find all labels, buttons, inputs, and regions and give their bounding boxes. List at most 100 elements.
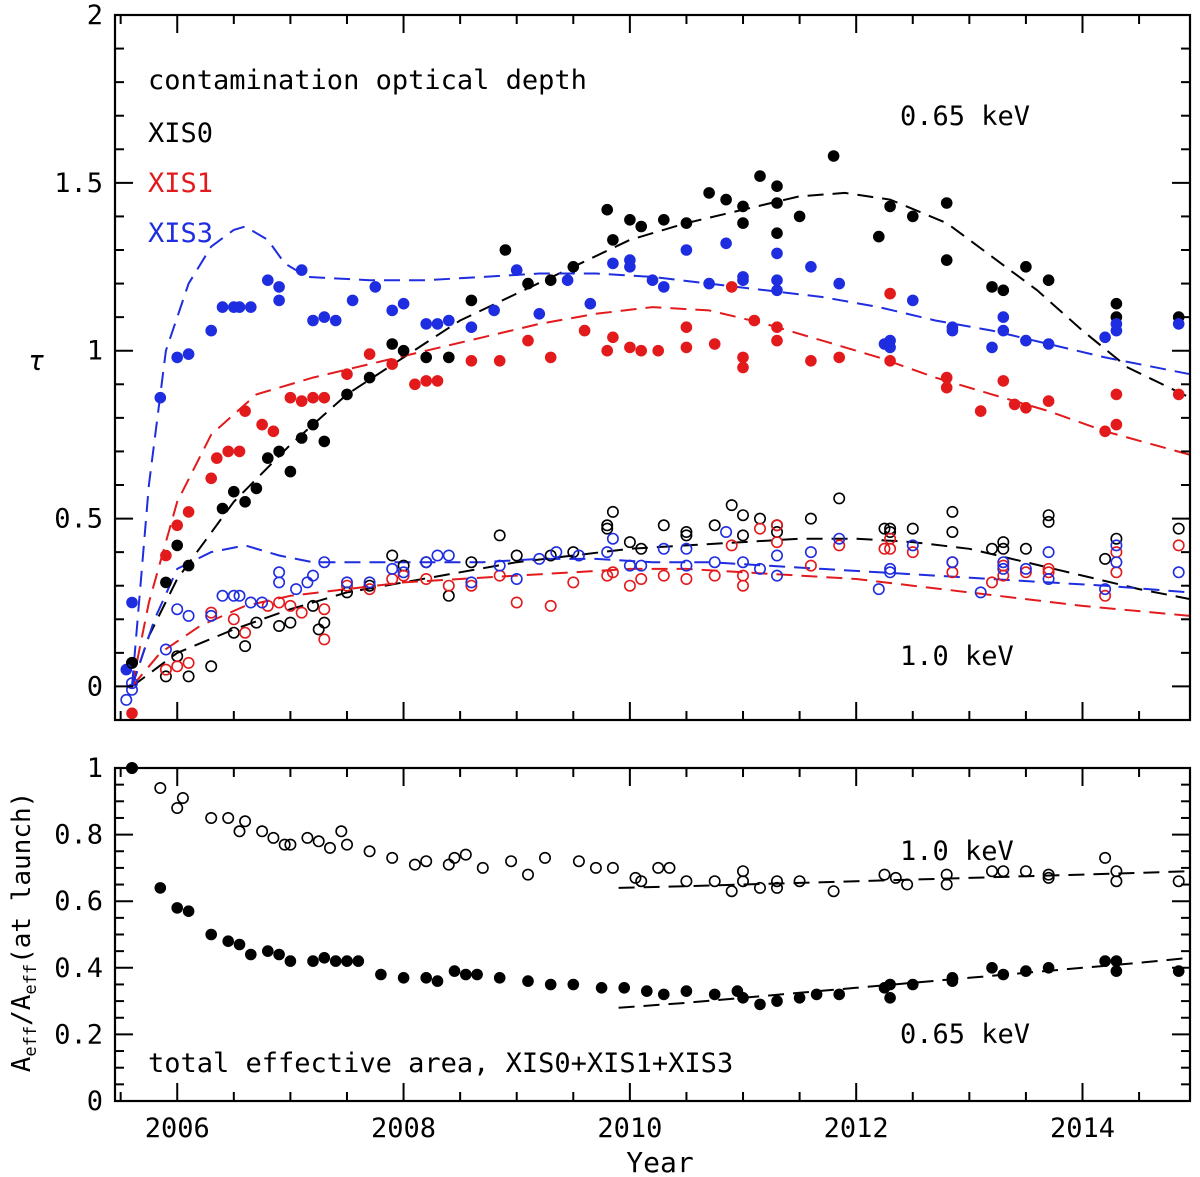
data-point-xis3-2-34 xyxy=(657,281,670,293)
data-point-xis0-0-43 xyxy=(906,210,919,223)
data-point-1-0-kev-0-8 xyxy=(256,825,269,838)
data-point-xis3-5-4 xyxy=(171,603,184,616)
data-point-0-65-kev-1-22 xyxy=(471,968,483,981)
model-curve-xis0-065-0 xyxy=(131,191,1191,687)
data-point-1-0-kev-0-38 xyxy=(736,875,749,888)
data-point-xis1-4-28 xyxy=(680,572,693,585)
data-point-xis0-3-33 xyxy=(725,499,738,512)
data-point-xis3-2-23 xyxy=(442,314,455,327)
data-point-xis0-0-6 xyxy=(239,495,251,508)
data-point-xis0-0-35 xyxy=(754,170,766,182)
data-point-xis1-1-49 xyxy=(1020,401,1032,414)
data-point-xis1-1-23 xyxy=(522,334,534,347)
data-point-xis1-4-12 xyxy=(340,579,353,592)
data-point-xis3-2-4 xyxy=(182,348,195,360)
data-point-xis0-3-1 xyxy=(159,670,172,683)
data-point-xis0-3-27 xyxy=(623,536,636,549)
data-point-1-0-kev-0-3 xyxy=(176,791,189,804)
data-point-xis0-0-25 xyxy=(601,203,614,216)
data-point-xis0-3-49 xyxy=(997,542,1010,555)
data-point-xis3-2-52 xyxy=(997,311,1010,323)
data-point-xis1-1-28 xyxy=(624,341,636,354)
y-tick-label-0.2: 0.2 xyxy=(54,1019,103,1050)
data-point-xis1-4-11 xyxy=(318,633,331,646)
data-point-xis3-2-5 xyxy=(205,324,217,337)
data-point-1-0-kev-0-20 xyxy=(420,855,433,868)
data-point-xis0-3-25 xyxy=(606,505,619,518)
data-point-xis0-3-36 xyxy=(753,512,766,525)
optical-depth-model-curves xyxy=(131,191,1191,688)
data-point-xis1-4-46 xyxy=(997,559,1010,572)
data-point-xis3-5-31 xyxy=(601,546,614,559)
data-point-xis3-5-29 xyxy=(550,546,563,559)
data-point-0-65-kev-1-19 xyxy=(431,975,444,987)
data-point-0-65-kev-1-23 xyxy=(493,971,506,984)
data-point-xis0-0-49 xyxy=(1042,274,1055,287)
model-curve-0-65-kev-1 xyxy=(618,956,1191,1009)
annotation-065kev-top: 0.65 keV xyxy=(900,101,1030,132)
data-point-xis1-4-1 xyxy=(171,660,184,673)
data-point-xis1-4-35 xyxy=(770,536,783,549)
data-point-xis1-4-26 xyxy=(635,572,648,585)
data-point-0-65-kev-1-16 xyxy=(375,968,387,981)
data-point-1-0-kev-0-55 xyxy=(1099,851,1112,864)
x-tick-label-2006: 2006 xyxy=(145,1113,210,1144)
data-point-xis1-1-27 xyxy=(607,331,619,344)
data-point-xis1-4-9 xyxy=(295,606,308,619)
data-point-xis0-3-21 xyxy=(510,549,523,562)
data-point-xis1-4-33 xyxy=(753,522,766,535)
data-point-xis1-4-25 xyxy=(623,579,636,592)
data-point-xis1-1-39 xyxy=(771,334,783,347)
effective-area-panel: 2006 2008 2010 2012 2014 0 0.2 0.4 0.6 0.8 1 total… xyxy=(7,753,1192,1177)
data-point-1-0-kev-0-52 xyxy=(1019,865,1032,878)
data-point-0-65-kev-1-28 xyxy=(618,981,631,994)
data-point-xis3-2-30 xyxy=(607,257,619,270)
data-point-xis0-3-4 xyxy=(205,660,218,673)
data-point-xis1-4-4 xyxy=(227,613,240,626)
data-point-xis1-1-21 xyxy=(465,354,478,367)
data-point-0-65-kev-1-36 xyxy=(771,995,783,1007)
data-point-xis3-2-14 xyxy=(307,314,319,327)
data-point-0-65-kev-1-7 xyxy=(245,948,257,961)
data-point-xis1-4-22 xyxy=(567,576,580,589)
data-point-xis3-2-48 xyxy=(906,294,919,307)
data-point-xis0-3-48 xyxy=(997,536,1010,549)
data-point-xis0-0-17 xyxy=(397,344,410,357)
data-point-xis0-0-47 xyxy=(997,284,1010,297)
data-point-xis0-3-5 xyxy=(227,626,240,639)
data-point-1-0-kev-0-50 xyxy=(985,865,998,878)
data-point-xis1-1-2 xyxy=(171,519,183,532)
data-point-xis1-4-13 xyxy=(363,583,376,596)
data-point-xis0-0-23 xyxy=(544,274,557,287)
data-point-xis1-4-44 xyxy=(985,576,998,589)
data-point-xis1-1-40 xyxy=(805,354,817,367)
data-point-xis3-5-18 xyxy=(340,576,353,589)
data-point-xis0-3-29 xyxy=(657,519,670,532)
data-point-xis0-0-22 xyxy=(522,277,534,290)
data-point-xis3-5-40 xyxy=(736,556,749,569)
data-point-xis0-0-28 xyxy=(635,220,648,233)
data-point-xis3-5-12 xyxy=(273,576,286,589)
legend-xis1: XIS1 xyxy=(148,168,213,199)
data-point-xis1-4-20 xyxy=(510,596,523,609)
data-point-xis1-1-10 xyxy=(267,425,280,438)
data-point-0-65-kev-1-25 xyxy=(544,978,557,991)
y-tick-label-0: 0 xyxy=(87,671,103,702)
data-point-xis0-0-7 xyxy=(250,482,263,495)
data-point-xis3-5-48 xyxy=(884,562,897,575)
data-point-xis0-0-29 xyxy=(657,214,670,226)
data-point-xis1-1-51 xyxy=(1099,425,1111,438)
data-point-xis1-1-32 xyxy=(680,341,693,354)
data-point-0-65-kev-1-1 xyxy=(154,882,167,894)
data-point-xis3-5-16 xyxy=(306,569,319,582)
data-point-0-65-kev-1-41 xyxy=(884,978,896,991)
data-point-1-0-kev-0-54 xyxy=(1042,868,1055,881)
data-point-xis3-2-9 xyxy=(245,301,257,313)
data-point-xis3-2-43 xyxy=(805,260,817,273)
annotation-10kev-bottom: 1.0 keV xyxy=(900,836,1014,867)
data-point-xis0-0-32 xyxy=(720,193,732,206)
model-curve-xis3-10-5 xyxy=(131,544,1191,687)
data-point-xis1-1-20 xyxy=(431,375,444,387)
data-point-xis3-2-17 xyxy=(346,294,359,307)
data-point-1-0-kev-0-46 xyxy=(889,871,902,884)
